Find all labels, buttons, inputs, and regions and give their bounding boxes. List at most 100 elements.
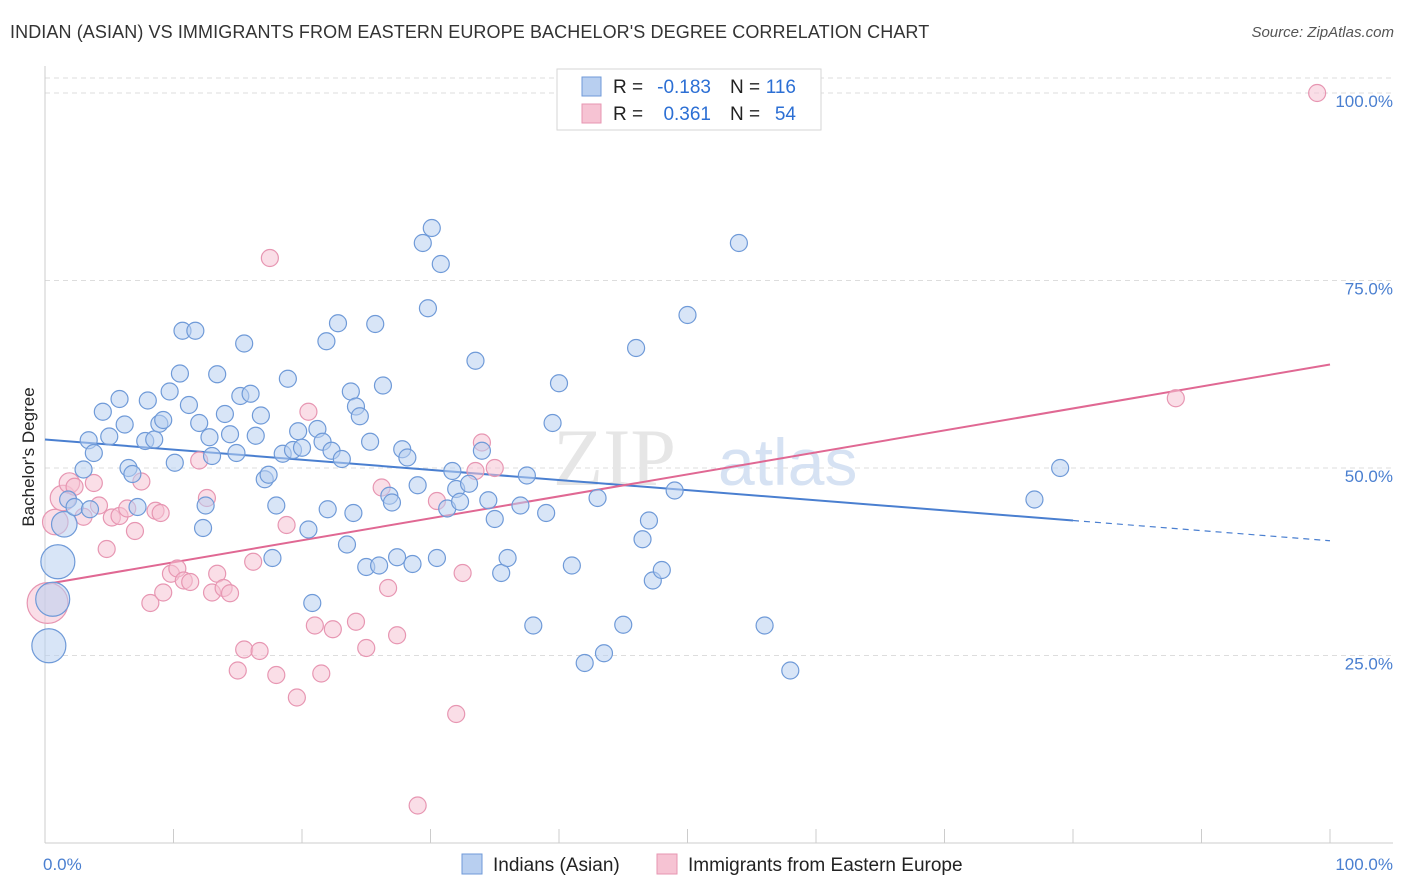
watermark-atlas: atlas: [718, 425, 857, 499]
data-point-indians: [373, 376, 393, 395]
data-point-eastern-europe: [485, 458, 504, 478]
data-point-indians: [74, 460, 93, 479]
data-point-indians: [549, 374, 569, 393]
data-point-indians: [562, 556, 581, 575]
legend-n-value-1: 116: [766, 77, 796, 98]
legend-swatch-indians: [461, 853, 483, 875]
data-point-indians: [278, 369, 297, 388]
data-point-indians: [492, 563, 511, 583]
data-point-indians: [50, 510, 78, 538]
data-point-indians: [466, 351, 485, 370]
data-point-indians: [1051, 458, 1070, 478]
data-point-indians: [398, 448, 417, 467]
data-point-indians: [208, 365, 227, 384]
data-point-indians: [299, 520, 318, 539]
data-point-indians: [123, 464, 142, 484]
data-point-indians: [160, 382, 179, 401]
y-tick-label: 100.0%: [1335, 92, 1393, 111]
data-point-indians: [408, 476, 427, 495]
data-point-indians: [165, 453, 184, 472]
legend-label-eastern-europe: Immigrants from Eastern Europe: [688, 855, 963, 876]
data-point-eastern-europe: [151, 503, 170, 523]
data-point-indians: [259, 465, 278, 484]
data-point-indians: [361, 432, 380, 451]
watermark-zip: ZIP: [553, 412, 676, 503]
data-point-eastern-europe: [250, 641, 269, 661]
data-point-eastern-europe: [299, 402, 318, 421]
y-tick-label: 75.0%: [1345, 280, 1393, 299]
data-point-eastern-europe: [312, 664, 331, 683]
data-point-eastern-europe: [323, 620, 342, 639]
data-point-eastern-europe: [387, 626, 407, 645]
data-point-eastern-europe: [305, 616, 324, 635]
data-point-indians: [289, 422, 308, 441]
data-point-indians: [196, 496, 215, 515]
data-point-indians: [387, 548, 407, 567]
data-point-indians: [633, 530, 652, 549]
data-point-indians: [422, 218, 441, 238]
data-point-indians: [403, 554, 422, 574]
data-point-eastern-europe: [220, 584, 240, 603]
data-point-indians: [729, 233, 749, 253]
data-point-indians: [246, 426, 265, 445]
data-point-eastern-europe: [141, 593, 160, 613]
data-point-indians: [678, 305, 697, 325]
data-point-indians: [35, 581, 71, 617]
data-point-eastern-europe: [1308, 83, 1327, 103]
data-point-eastern-europe: [378, 578, 398, 598]
data-point-eastern-europe: [453, 563, 472, 583]
data-point-indians: [328, 314, 348, 333]
series-eastern-europe-points: [26, 83, 1327, 815]
gridlines: 25.0% 50.0% 75.0% 100.0%: [45, 77, 1393, 674]
data-point-indians: [190, 413, 209, 433]
data-point-indians: [350, 407, 369, 426]
legend-r-value-2: 0.361: [663, 104, 711, 125]
data-point-indians: [317, 332, 336, 351]
data-point-indians: [145, 430, 164, 449]
data-point-indians: [110, 389, 129, 409]
data-point-indians: [427, 548, 447, 568]
data-point-indians: [639, 511, 659, 530]
data-point-indians: [543, 413, 562, 433]
x-tick-label-min: 0.0%: [43, 855, 82, 874]
axis-labels: Bachelor's Degree 0.0% 100.0%: [19, 387, 1393, 874]
data-point-indians: [100, 427, 119, 446]
data-point-indians: [594, 644, 614, 663]
data-point-indians: [450, 492, 470, 511]
data-point-indians: [241, 384, 260, 403]
data-point-indians: [511, 496, 530, 515]
data-point-indians: [115, 415, 134, 434]
correlation-legend: R = -0.183 N = 116 R = 0.361 N = 54: [556, 68, 822, 131]
data-point-eastern-europe: [228, 661, 247, 680]
data-point-eastern-europe: [97, 539, 116, 559]
legend-r-value-1: -0.183: [657, 77, 711, 98]
data-point-indians: [263, 548, 282, 568]
legend-n-label-1: N =: [730, 77, 760, 98]
data-point-indians: [517, 466, 536, 485]
trend-line-eastern-europe: [44, 363, 1331, 586]
data-point-indians: [344, 503, 363, 523]
data-point-indians: [251, 406, 270, 425]
legend-swatch-blue: [581, 76, 602, 97]
chart-title: INDIAN (ASIAN) VS IMMIGRANTS FROM EASTER…: [10, 22, 930, 42]
data-point-indians: [588, 488, 607, 508]
data-point-indians: [524, 616, 543, 635]
data-point-eastern-europe: [244, 552, 263, 571]
y-axis-label: Bachelor's Degree: [19, 387, 38, 526]
data-point-indians: [138, 391, 157, 410]
data-point-indians: [80, 500, 100, 519]
data-point-eastern-europe: [125, 521, 145, 541]
legend-label-indians: Indians (Asian): [493, 855, 620, 876]
data-point-indians: [267, 496, 286, 515]
data-point-eastern-europe: [154, 583, 173, 602]
legend-swatch-eastern-europe: [656, 853, 678, 875]
data-point-eastern-europe: [235, 640, 254, 659]
source-credit: Source: ZipAtlas.com: [1251, 24, 1394, 41]
legend-n-label-2: N =: [730, 104, 760, 125]
data-point-indians: [626, 338, 646, 358]
data-point-indians: [154, 410, 173, 430]
data-point-indians: [292, 438, 312, 457]
data-point-indians: [479, 491, 498, 510]
data-point-indians: [652, 560, 671, 580]
